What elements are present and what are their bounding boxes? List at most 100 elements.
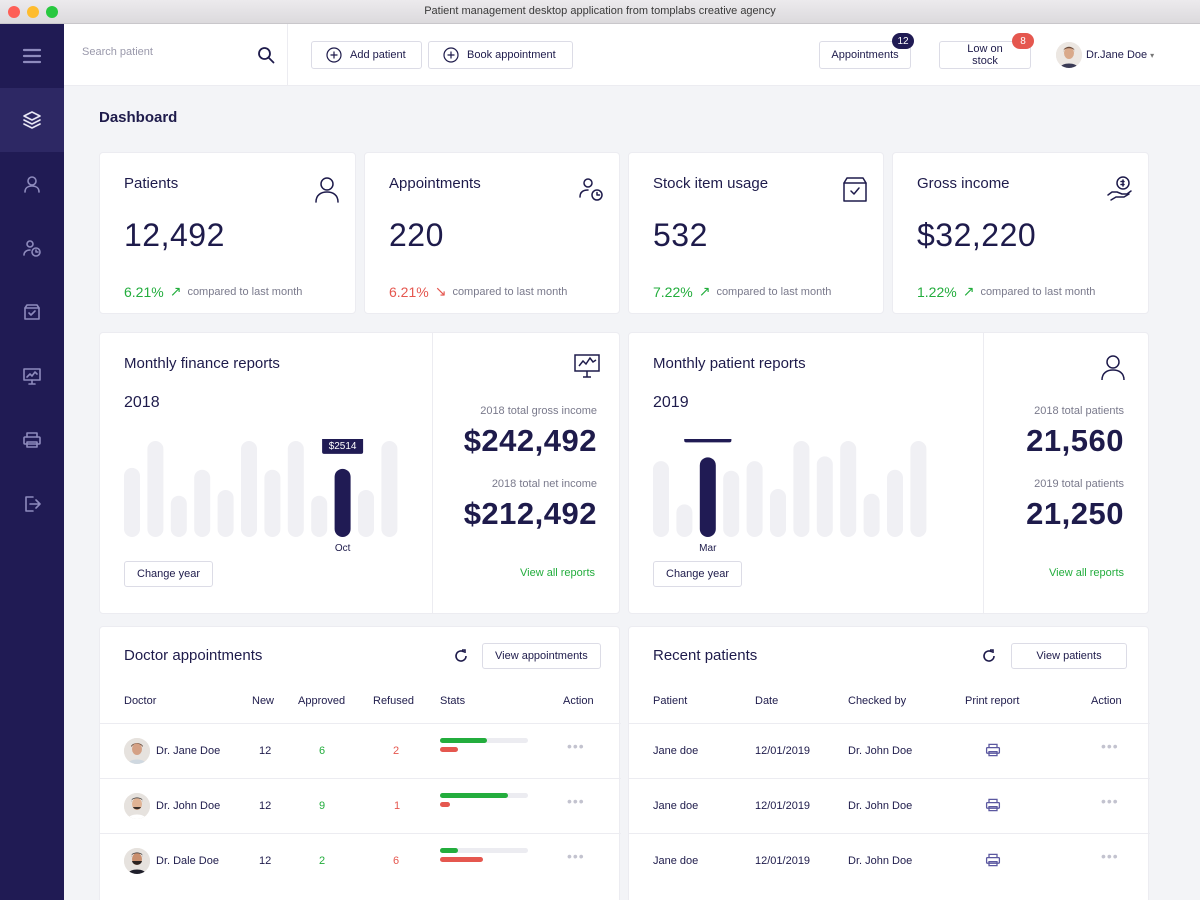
recent-patients-title: Recent patients (653, 647, 758, 664)
printer-icon (23, 432, 41, 448)
bar-category-label: Mar (699, 543, 717, 554)
stat-value: $32,220 (917, 217, 1037, 253)
chart-bar[interactable] (381, 441, 398, 537)
minimize-window-button[interactable] (27, 6, 39, 18)
finance-bar-chart: $2514 Oct (124, 439, 398, 554)
chart-bar[interactable] (840, 441, 857, 537)
gross-income-summary: 2018 total gross income $242,492 (464, 405, 597, 459)
view-all-reports-link[interactable]: View all reports (520, 567, 595, 579)
chart-bar[interactable] (358, 489, 374, 537)
highlighted-bar[interactable] (699, 457, 716, 537)
chart-bar[interactable] (287, 441, 304, 537)
gross-income-value: $242,492 (463, 423, 597, 458)
appointment-icon (23, 240, 41, 257)
change-year-button[interactable]: Change year (653, 561, 742, 587)
sidebar-item-stock[interactable] (0, 280, 64, 344)
visit-date: 12/01/2019 (755, 745, 811, 757)
column-header-patient: Patient (653, 695, 688, 707)
patient-report-card: Monthly patient reports 2019 12,492 Mar C… (628, 332, 1149, 614)
table-row: Dr. Jane Doe 12 6 2 ••• (100, 723, 621, 778)
chart-bar[interactable] (723, 470, 740, 537)
stat-label: Appointments (389, 175, 481, 192)
doctor-name: Dr. Dale Doe (156, 855, 219, 867)
sidebar-item-appointments[interactable] (0, 216, 64, 280)
new-count: 12 (259, 800, 272, 812)
chart-bar[interactable] (910, 441, 927, 537)
change-year-button[interactable]: Change year (124, 561, 213, 587)
search-icon[interactable] (257, 46, 275, 64)
add-patient-button[interactable]: Add patient (311, 41, 422, 69)
patient-report-year: 2019 (653, 394, 689, 411)
chart-bar[interactable] (124, 467, 140, 537)
patient-name: Jane doe (653, 800, 699, 812)
book-appointment-label: Book appointment (467, 49, 556, 61)
stat-label: Stock item usage (653, 175, 769, 192)
low-stock-button[interactable]: Low on stock 8 (939, 33, 1034, 69)
more-actions-button[interactable]: ••• (1101, 738, 1119, 754)
window-titlebar: Patient management desktop application f… (0, 0, 1200, 24)
close-window-button[interactable] (8, 6, 20, 18)
chart-bar[interactable] (770, 489, 786, 537)
table-row: Dr. Dale Doe 12 2 6 ••• (100, 833, 621, 888)
visit-date: 12/01/2019 (755, 800, 811, 812)
maximize-window-button[interactable] (46, 6, 58, 18)
stat-percent: 1.22% (917, 283, 957, 300)
sidebar-item-logout[interactable] (0, 472, 64, 536)
gross-income-caption: 2018 total gross income (480, 405, 597, 417)
printer-icon[interactable] (985, 742, 1001, 758)
chart-bar[interactable] (863, 493, 880, 537)
chart-bar[interactable] (653, 461, 669, 537)
chart-bar[interactable] (746, 461, 763, 537)
chart-bar[interactable] (676, 504, 693, 537)
stat-compare-text: compared to last month (452, 285, 568, 298)
sidebar-item-print[interactable] (0, 408, 64, 472)
doctor-avatar (124, 848, 150, 874)
chart-bar[interactable] (311, 495, 328, 537)
chart-bar[interactable] (170, 495, 187, 537)
column-header-stats: Stats (440, 695, 466, 707)
column-header-checked-by: Checked by (848, 695, 907, 707)
sidebar-item-dashboard[interactable] (0, 88, 64, 152)
user-menu[interactable]: Dr.Jane Doe ▾ (1056, 42, 1154, 68)
view-appointments-button[interactable]: View appointments (482, 643, 601, 669)
stat-compare-text: compared to last month (716, 285, 832, 298)
chart-bar[interactable] (217, 489, 234, 537)
approved-bar (440, 793, 508, 798)
checked-by: Dr. John Doe (848, 745, 913, 757)
patients-2019-caption: 2019 total patients (1034, 478, 1124, 490)
more-actions-button[interactable]: ••• (1101, 848, 1119, 864)
chart-bar[interactable] (887, 469, 903, 537)
more-actions-button[interactable]: ••• (1101, 793, 1119, 809)
stat-compare-text: compared to last month (187, 285, 303, 298)
chart-bar[interactable] (793, 441, 810, 537)
chart-bar[interactable] (264, 469, 281, 537)
printer-icon[interactable] (985, 797, 1001, 813)
printer-icon[interactable] (985, 852, 1001, 868)
view-patients-button[interactable]: View patients (1011, 643, 1127, 669)
sidebar-item-patients[interactable] (0, 152, 64, 216)
stat-percent: 6.21% (124, 283, 164, 300)
more-actions-button[interactable]: ••• (567, 793, 585, 809)
more-actions-button[interactable]: ••• (567, 848, 585, 864)
chart-bar[interactable] (147, 441, 164, 537)
chart-bar[interactable] (194, 469, 211, 537)
appointments-button[interactable]: Appointments 12 (819, 33, 914, 69)
appointments-count-badge: 12 (892, 33, 914, 49)
user-avatar (1056, 42, 1082, 68)
search-input[interactable] (82, 46, 242, 58)
user-icon (1101, 355, 1125, 381)
highlighted-bar[interactable] (334, 468, 351, 537)
refresh-icon[interactable] (981, 648, 997, 664)
net-income-value: $212,492 (463, 496, 597, 531)
chart-bar[interactable] (241, 441, 257, 537)
more-actions-button[interactable]: ••• (567, 738, 585, 754)
view-all-reports-link[interactable]: View all reports (1049, 567, 1124, 579)
refresh-icon[interactable] (453, 648, 469, 664)
stat-compare-text: compared to last month (980, 285, 1096, 298)
appointment-icon (579, 178, 603, 201)
sidebar-item-reports[interactable] (0, 344, 64, 408)
book-appointment-button[interactable]: Book appointment (428, 41, 573, 69)
stat-percent: 6.21% (389, 283, 429, 300)
sidebar-menu-toggle[interactable] (0, 24, 64, 88)
chart-bar[interactable] (816, 456, 833, 537)
